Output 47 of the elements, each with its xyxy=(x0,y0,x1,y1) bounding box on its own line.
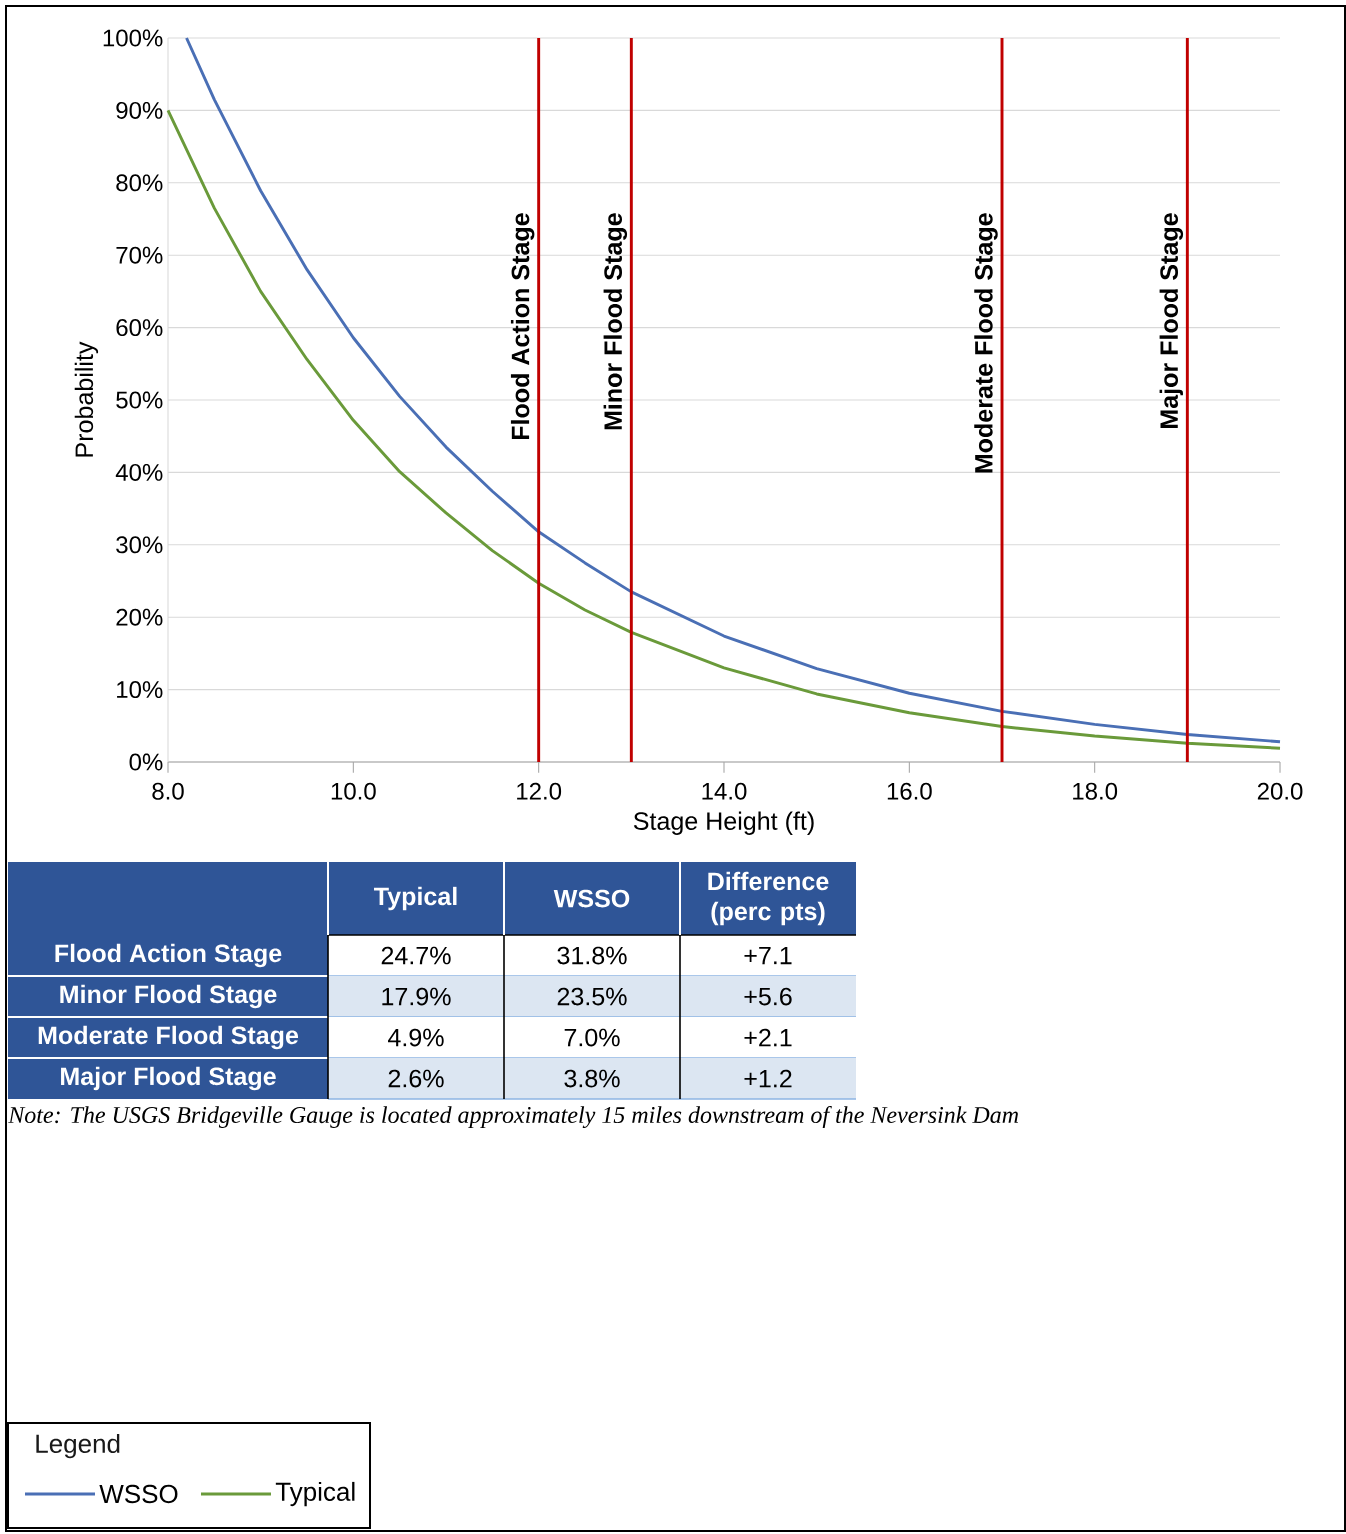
legend-label: WSSO xyxy=(99,1484,178,1504)
text: 23.5% xyxy=(557,987,627,1006)
x-axis-title: Stage Height (ft) xyxy=(633,811,814,835)
category-label: WSSO xyxy=(553,889,630,908)
y-tick-label: 100% xyxy=(103,29,163,47)
category-label: Minor Flood Stage xyxy=(60,984,277,1009)
category-label: Difference (perc pts) xyxy=(708,871,829,926)
ref-line-label: Flood Action Stage xyxy=(510,213,535,440)
x-tick-label: 12.0 xyxy=(517,782,562,800)
text: +5.6 xyxy=(744,987,792,1006)
y-tick-label: 40% xyxy=(115,463,163,481)
legend-label: Typical xyxy=(275,1481,355,1507)
category-label: Major Flood Stage xyxy=(61,1066,276,1091)
ref-line-label: Minor Flood Stage xyxy=(603,213,628,430)
y-tick-label: 70% xyxy=(116,246,163,264)
text: 3.8% xyxy=(564,1069,620,1088)
text: 17.9% xyxy=(382,987,451,1006)
y-tick-label: 80% xyxy=(116,174,163,192)
text: 4.9% xyxy=(388,1028,444,1047)
y-axis-title: Probability xyxy=(74,341,99,457)
ref-line-label: Major Flood Stage xyxy=(1159,213,1184,428)
text: 2.6% xyxy=(388,1069,444,1088)
x-tick-label: 14.0 xyxy=(702,782,747,800)
y-tick-label: 60% xyxy=(116,319,163,337)
text: 7.0% xyxy=(564,1028,620,1047)
x-tick-label: 18.0 xyxy=(1073,782,1118,800)
text: +2.1 xyxy=(744,1028,792,1047)
x-tick-label: 8.0 xyxy=(152,782,184,800)
y-tick-label: 30% xyxy=(116,536,163,554)
text: 24.7% xyxy=(381,946,451,965)
legend-title: Legend xyxy=(36,1433,120,1459)
y-tick-label: 10% xyxy=(117,681,163,699)
x-tick-label: 10.0 xyxy=(331,782,376,800)
category-label: Typical xyxy=(374,886,457,911)
x-tick-label: 16.0 xyxy=(887,782,932,800)
category-label: Flood Action Stage xyxy=(55,943,282,968)
text: +7.1 xyxy=(744,946,792,965)
y-tick-label: 50% xyxy=(116,391,163,409)
text: Note: The USGS Bridgeville Gauge is located approximately 15 miles downstream of the Neversink Dam xyxy=(8,1105,1019,1129)
x-tick-label: 20.0 xyxy=(1257,782,1303,800)
y-tick-label: 20% xyxy=(116,608,163,626)
text: 31.8% xyxy=(557,946,627,965)
text: +1.2 xyxy=(744,1069,792,1088)
ref-line-label: Moderate Flood Stage xyxy=(974,213,998,473)
category-label: Moderate Flood Stage xyxy=(38,1025,299,1050)
y-tick-label: 90% xyxy=(116,101,163,119)
y-tick-label: 0% xyxy=(129,753,163,771)
